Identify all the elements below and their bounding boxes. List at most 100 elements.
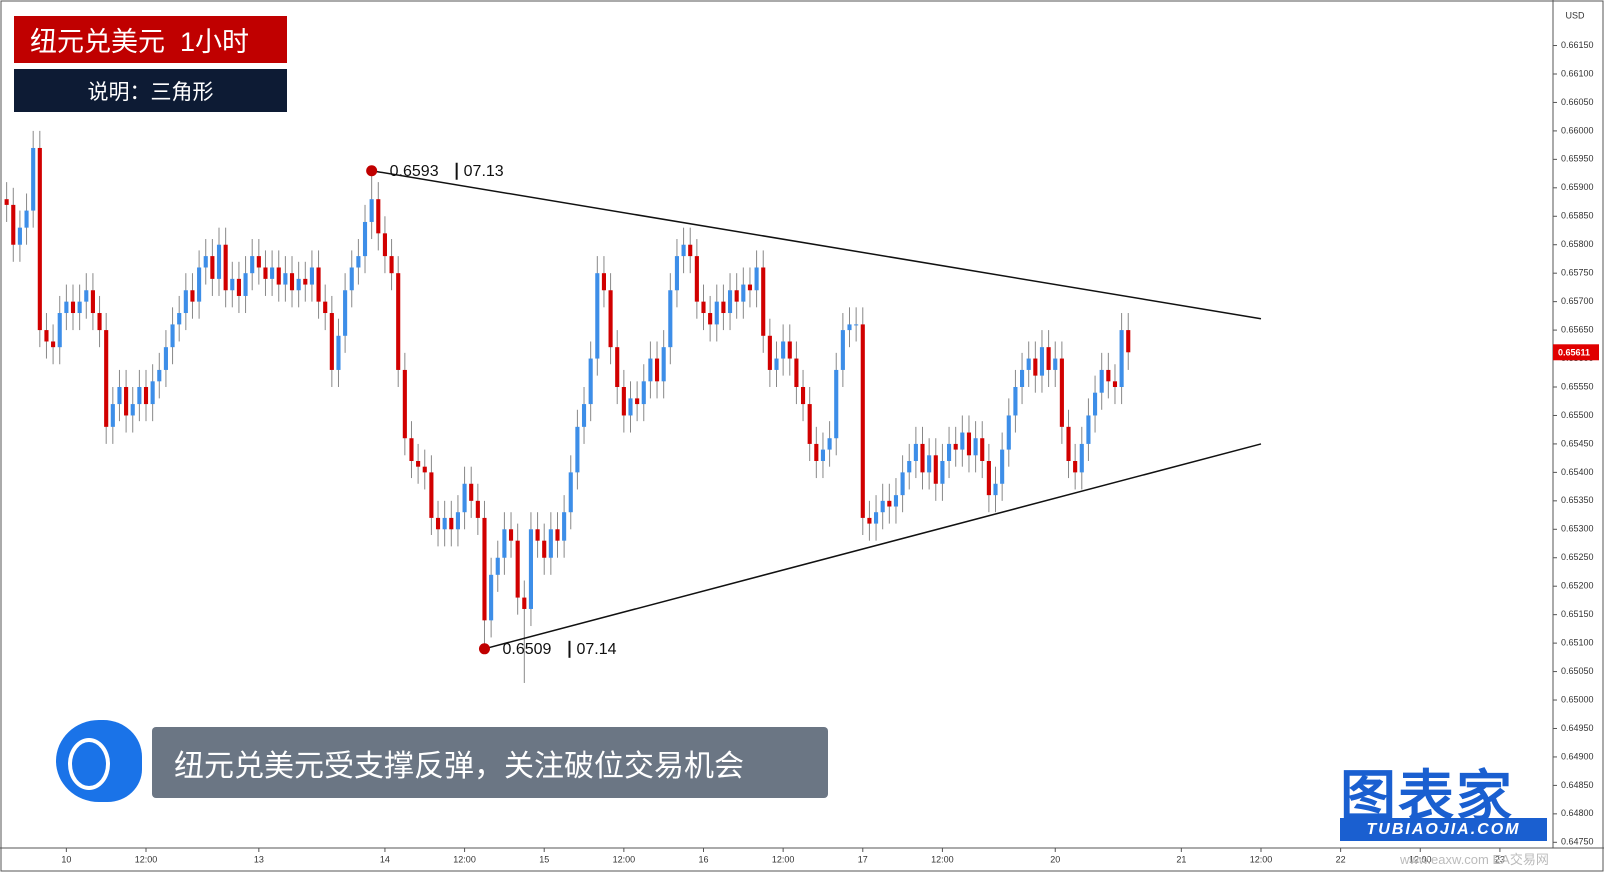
candle-body bbox=[800, 387, 806, 405]
candle-body bbox=[535, 529, 540, 541]
candle-body bbox=[90, 290, 95, 314]
candle-body bbox=[1026, 358, 1031, 370]
candle-body bbox=[708, 313, 713, 325]
candle-body bbox=[794, 358, 799, 388]
candle-body bbox=[1013, 387, 1018, 416]
candle-body bbox=[243, 273, 248, 296]
candle-body bbox=[70, 301, 76, 314]
candle-body bbox=[608, 290, 613, 348]
candle-body bbox=[455, 512, 460, 530]
candle-body bbox=[382, 233, 387, 257]
candle-body bbox=[263, 267, 268, 279]
y-tick-label: 0.64850 bbox=[1561, 780, 1594, 790]
y-tick-label: 0.65750 bbox=[1561, 268, 1594, 278]
candle-body bbox=[542, 540, 547, 558]
candle-body bbox=[130, 404, 135, 416]
x-tick-label: 20 bbox=[1050, 854, 1060, 864]
candle-body bbox=[376, 199, 381, 234]
candle-body bbox=[761, 267, 766, 336]
candle-body bbox=[1006, 415, 1011, 450]
x-tick-label: 22 bbox=[1336, 854, 1346, 864]
candle-body bbox=[727, 290, 733, 314]
y-tick-label: 0.65700 bbox=[1561, 296, 1594, 306]
y-tick-label: 0.64800 bbox=[1561, 808, 1594, 818]
candle-body bbox=[847, 324, 852, 331]
candle-body bbox=[515, 540, 520, 598]
candle-body bbox=[150, 381, 155, 405]
candle-body bbox=[595, 273, 600, 359]
candle-body bbox=[681, 244, 686, 257]
x-tick-label: 14 bbox=[380, 854, 390, 864]
candle-body bbox=[827, 438, 832, 450]
candle-body bbox=[1112, 381, 1118, 388]
candle-body bbox=[1053, 358, 1058, 370]
y-tick-label: 0.65550 bbox=[1561, 381, 1594, 391]
candle-body bbox=[635, 398, 640, 405]
currency-label: USD bbox=[1565, 10, 1585, 20]
annotation-price: 0.6593 bbox=[390, 163, 439, 180]
y-tick-label: 0.65650 bbox=[1561, 324, 1594, 334]
candle-body bbox=[183, 290, 188, 314]
candle-body bbox=[528, 529, 533, 609]
y-tick-label: 0.66150 bbox=[1561, 40, 1594, 50]
candle-body bbox=[913, 443, 918, 461]
candle-body bbox=[522, 597, 527, 609]
trendline bbox=[484, 443, 1262, 650]
candle-body bbox=[1099, 369, 1104, 393]
y-tick-label: 0.65050 bbox=[1561, 666, 1594, 676]
candle-body bbox=[774, 358, 779, 370]
candle-body bbox=[654, 358, 660, 382]
candle-body bbox=[316, 267, 321, 302]
x-tick-label: 10 bbox=[61, 854, 71, 864]
trendline bbox=[371, 169, 1262, 320]
candle-body bbox=[44, 330, 49, 342]
candle-body bbox=[31, 147, 36, 211]
candle-body bbox=[920, 443, 925, 473]
candle-body bbox=[721, 301, 726, 314]
candle-body bbox=[502, 529, 507, 558]
candle-body bbox=[767, 335, 772, 370]
y-tick-label: 0.65250 bbox=[1561, 552, 1594, 562]
candle-body bbox=[270, 267, 275, 279]
last-price-tag bbox=[1553, 344, 1599, 361]
candle-body bbox=[1059, 358, 1064, 427]
candle-body bbox=[621, 387, 626, 416]
candle-body bbox=[489, 574, 494, 621]
candle-body bbox=[986, 460, 991, 496]
candle-body bbox=[462, 483, 467, 513]
candle-body bbox=[1126, 330, 1131, 353]
y-tick-label: 0.64950 bbox=[1561, 723, 1594, 733]
candle-body bbox=[694, 256, 699, 302]
candle-body bbox=[170, 324, 175, 348]
candle-body bbox=[422, 466, 427, 473]
candle-body bbox=[966, 432, 972, 456]
annotation-date: 07.14 bbox=[576, 641, 616, 658]
candle-body bbox=[741, 284, 746, 302]
candle-body bbox=[946, 443, 952, 461]
candle-body bbox=[303, 278, 308, 285]
y-tick-label: 0.65200 bbox=[1561, 581, 1594, 591]
candle-body bbox=[323, 301, 328, 314]
candle-body bbox=[349, 267, 354, 291]
candle-body bbox=[416, 460, 421, 467]
y-tick-label: 0.65900 bbox=[1561, 182, 1594, 192]
candle-body bbox=[820, 449, 826, 461]
candle-body bbox=[429, 472, 434, 518]
candle-body bbox=[1066, 426, 1071, 461]
candle-body bbox=[409, 438, 414, 461]
x-tick-label: 23 bbox=[1495, 854, 1505, 864]
x-tick-label: 12:00 bbox=[1250, 854, 1273, 864]
candle-body bbox=[197, 267, 202, 302]
watermark: www.eaxw.com EA交易网 bbox=[1400, 852, 1549, 867]
candle-body bbox=[873, 512, 879, 524]
candle-body bbox=[940, 460, 945, 484]
candle-body bbox=[960, 432, 965, 450]
candle-body bbox=[84, 290, 89, 302]
annotation-point bbox=[366, 165, 378, 177]
candle-body bbox=[1020, 369, 1025, 388]
candle-body bbox=[329, 313, 334, 370]
candle-body bbox=[787, 341, 792, 359]
candle-body bbox=[508, 529, 514, 541]
candle-body bbox=[137, 387, 142, 405]
